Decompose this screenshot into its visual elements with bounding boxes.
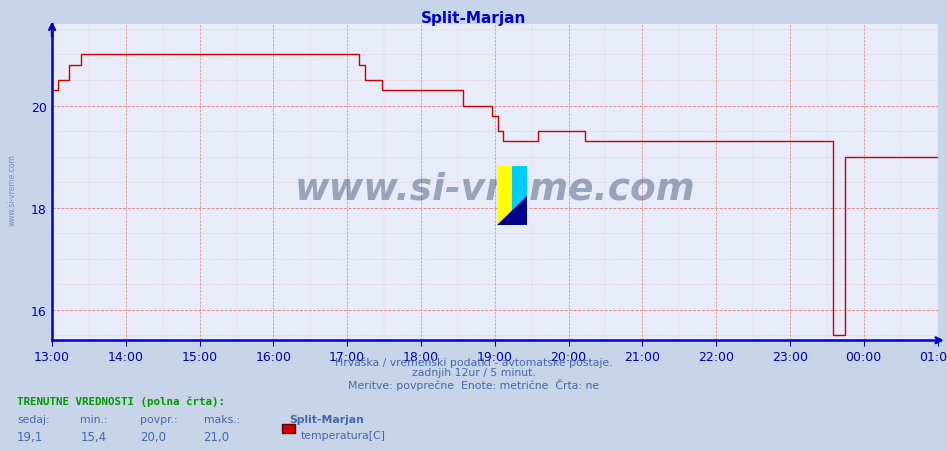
Text: Split-Marjan: Split-Marjan [289, 414, 364, 424]
Text: Split-Marjan: Split-Marjan [420, 11, 527, 26]
Text: sedaj:: sedaj: [17, 414, 49, 424]
Text: 15,4: 15,4 [80, 430, 107, 443]
Text: zadnjih 12ur / 5 minut.: zadnjih 12ur / 5 minut. [412, 368, 535, 377]
Text: 20,0: 20,0 [140, 430, 166, 443]
Polygon shape [497, 196, 527, 226]
Text: povpr.:: povpr.: [140, 414, 178, 424]
Text: www.si-vreme.com: www.si-vreme.com [295, 171, 695, 207]
Text: min.:: min.: [80, 414, 108, 424]
Text: 21,0: 21,0 [204, 430, 230, 443]
Bar [512, 167, 527, 226]
Text: Meritve: povprečne  Enote: metrične  Črta: ne: Meritve: povprečne Enote: metrične Črta:… [348, 378, 599, 390]
Bar [497, 167, 512, 226]
Text: temperatura[C]: temperatura[C] [301, 430, 386, 440]
Text: 19,1: 19,1 [17, 430, 44, 443]
Text: maks.:: maks.: [204, 414, 240, 424]
Text: Hrvaška / vremenski podatki - avtomatske postaje.: Hrvaška / vremenski podatki - avtomatske… [334, 357, 613, 368]
Text: www.si-vreme.com: www.si-vreme.com [8, 153, 17, 226]
Text: TRENUTNE VREDNOSTI (polna črta):: TRENUTNE VREDNOSTI (polna črta): [17, 396, 225, 406]
